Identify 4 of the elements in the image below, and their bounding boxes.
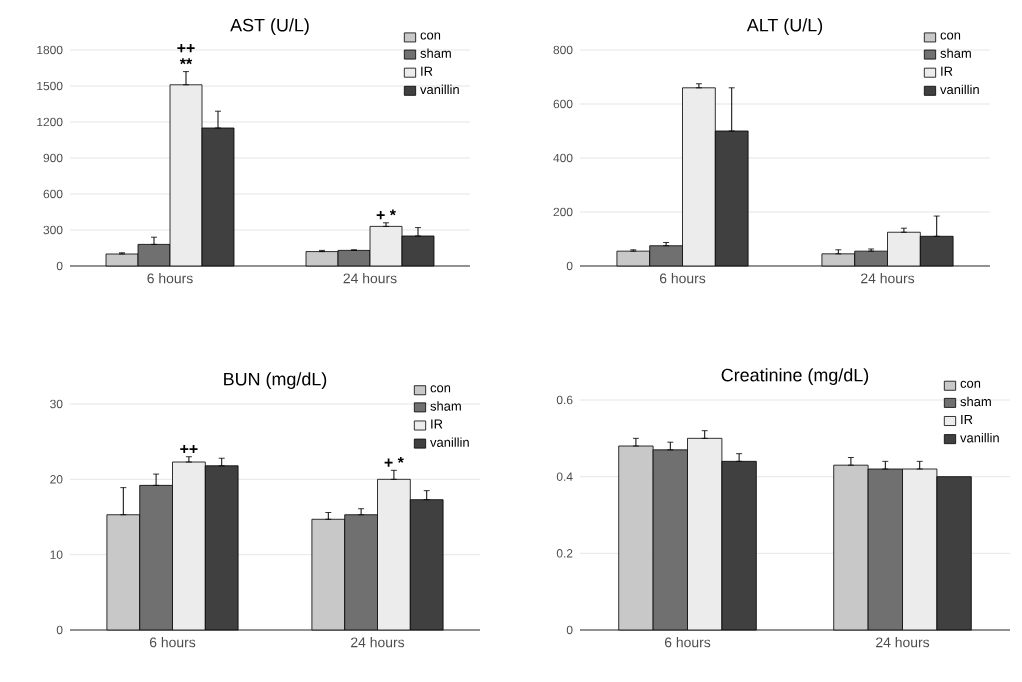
chart-title: Creatinine (mg/dL) — [721, 368, 869, 385]
chart-title: AST (U/L) — [230, 18, 309, 35]
chart-title: ALT (U/L) — [746, 18, 823, 35]
chart-title: BUN (mg/dL) — [224, 372, 327, 389]
